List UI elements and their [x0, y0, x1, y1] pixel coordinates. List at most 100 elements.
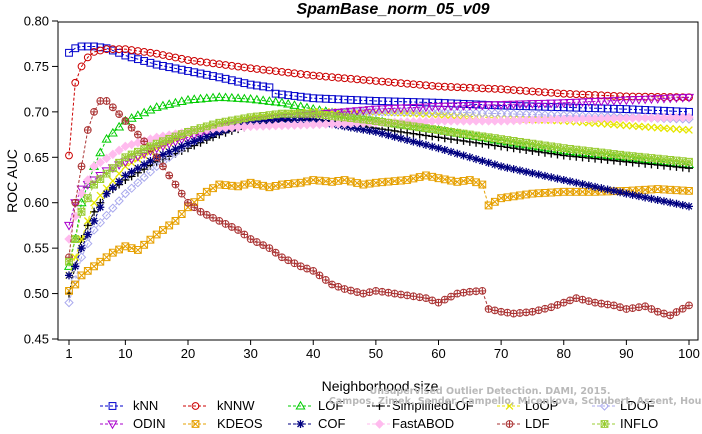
- data-point: [121, 171, 130, 180]
- data-point: [666, 198, 675, 207]
- data-point: [71, 44, 80, 53]
- data-point: [90, 108, 98, 116]
- data-point: [90, 262, 98, 271]
- data-point: [515, 115, 525, 126]
- data-point: [440, 82, 449, 91]
- data-point: [497, 142, 506, 151]
- data-point-ring: [315, 271, 324, 280]
- legend-item-odin: ODIN: [100, 416, 166, 431]
- data-point: [390, 177, 399, 185]
- data-point: [521, 115, 531, 125]
- data-point-ring: [140, 137, 149, 146]
- data-point: [502, 116, 513, 126]
- data-point: [259, 117, 268, 126]
- data-point: [366, 288, 374, 296]
- data-point: [265, 83, 274, 92]
- data-point: [359, 96, 368, 105]
- data-point: [633, 96, 644, 105]
- data-point: [409, 98, 418, 106]
- data-point: [266, 244, 273, 252]
- data-point-ring: [672, 308, 681, 316]
- data-point: [434, 82, 443, 91]
- data-point-ring: [516, 309, 524, 317]
- data-point: [334, 95, 343, 104]
- data-point-ring: [505, 420, 514, 428]
- data-point: [483, 116, 494, 126]
- data-point: [289, 100, 300, 109]
- data-point: [227, 116, 236, 125]
- data-point: [652, 95, 663, 104]
- data-point: [207, 92, 219, 102]
- data-point: [71, 280, 80, 289]
- data-point: [603, 185, 612, 194]
- data-point: [240, 180, 249, 189]
- data-point: [209, 184, 217, 193]
- data-point: [264, 96, 275, 105]
- data-point: [370, 105, 381, 115]
- data-point: [297, 262, 305, 270]
- data-point: [88, 176, 100, 186]
- data-point: [546, 99, 557, 109]
- data-point: [628, 122, 637, 130]
- data-point: [96, 97, 104, 105]
- data-point: [384, 97, 393, 106]
- data-point: [202, 187, 211, 196]
- data-point: [497, 85, 506, 94]
- data-point: [579, 296, 586, 304]
- series-inflo: [65, 109, 693, 266]
- data-point: [114, 196, 124, 206]
- data-point: [635, 303, 643, 311]
- data-point: [422, 81, 430, 90]
- data-point: [527, 100, 538, 109]
- data-point: [127, 150, 136, 159]
- data-point: [615, 113, 625, 124]
- data-point: [515, 145, 524, 154]
- data-point: [509, 192, 518, 201]
- data-point: [265, 111, 274, 120]
- data-point: [89, 161, 99, 172]
- data-point: [478, 139, 487, 148]
- data-point: [315, 72, 324, 80]
- data-point: [428, 132, 437, 141]
- data-point: [428, 98, 437, 107]
- data-point: [589, 97, 601, 107]
- data-point: [272, 249, 280, 257]
- data-point: [464, 101, 475, 111]
- data-point: [621, 113, 632, 123]
- data-point: [466, 288, 474, 296]
- data-point: [303, 265, 311, 272]
- data-point: [678, 125, 687, 134]
- y-tick-label: 0.60: [24, 195, 49, 210]
- data-point: [195, 93, 206, 103]
- data-point: [128, 124, 136, 132]
- data-point: [353, 179, 361, 187]
- legend: kNN kNNW LOF SimplifiedLOF LoOP LDOF ODIN KDEOS…: [100, 398, 658, 431]
- data-point-ring: [159, 162, 167, 171]
- data-point: [478, 156, 487, 165]
- data-point: [322, 276, 330, 284]
- data-point: [246, 178, 255, 187]
- data-point: [465, 153, 474, 162]
- data-point: [83, 194, 92, 203]
- data-point: [321, 72, 330, 81]
- x-tick-label: 30: [243, 346, 257, 361]
- data-point-ring: [227, 223, 236, 231]
- data-point: [240, 79, 249, 88]
- x-tick-label: 70: [494, 346, 508, 361]
- data-point: [159, 61, 167, 70]
- data-point: [622, 105, 631, 114]
- data-point: [152, 230, 161, 239]
- x-tick-label: 20: [181, 346, 195, 361]
- data-point: [77, 271, 86, 280]
- data-point: [109, 103, 117, 111]
- data-point: [289, 120, 300, 130]
- data-point: [77, 62, 86, 71]
- data-point: [559, 114, 569, 124]
- data-point: [428, 81, 437, 90]
- data-point: [683, 93, 695, 103]
- data-point: [472, 84, 480, 92]
- data-point: [378, 178, 387, 187]
- data-point: [621, 96, 632, 106]
- data-point-ring: [152, 153, 161, 162]
